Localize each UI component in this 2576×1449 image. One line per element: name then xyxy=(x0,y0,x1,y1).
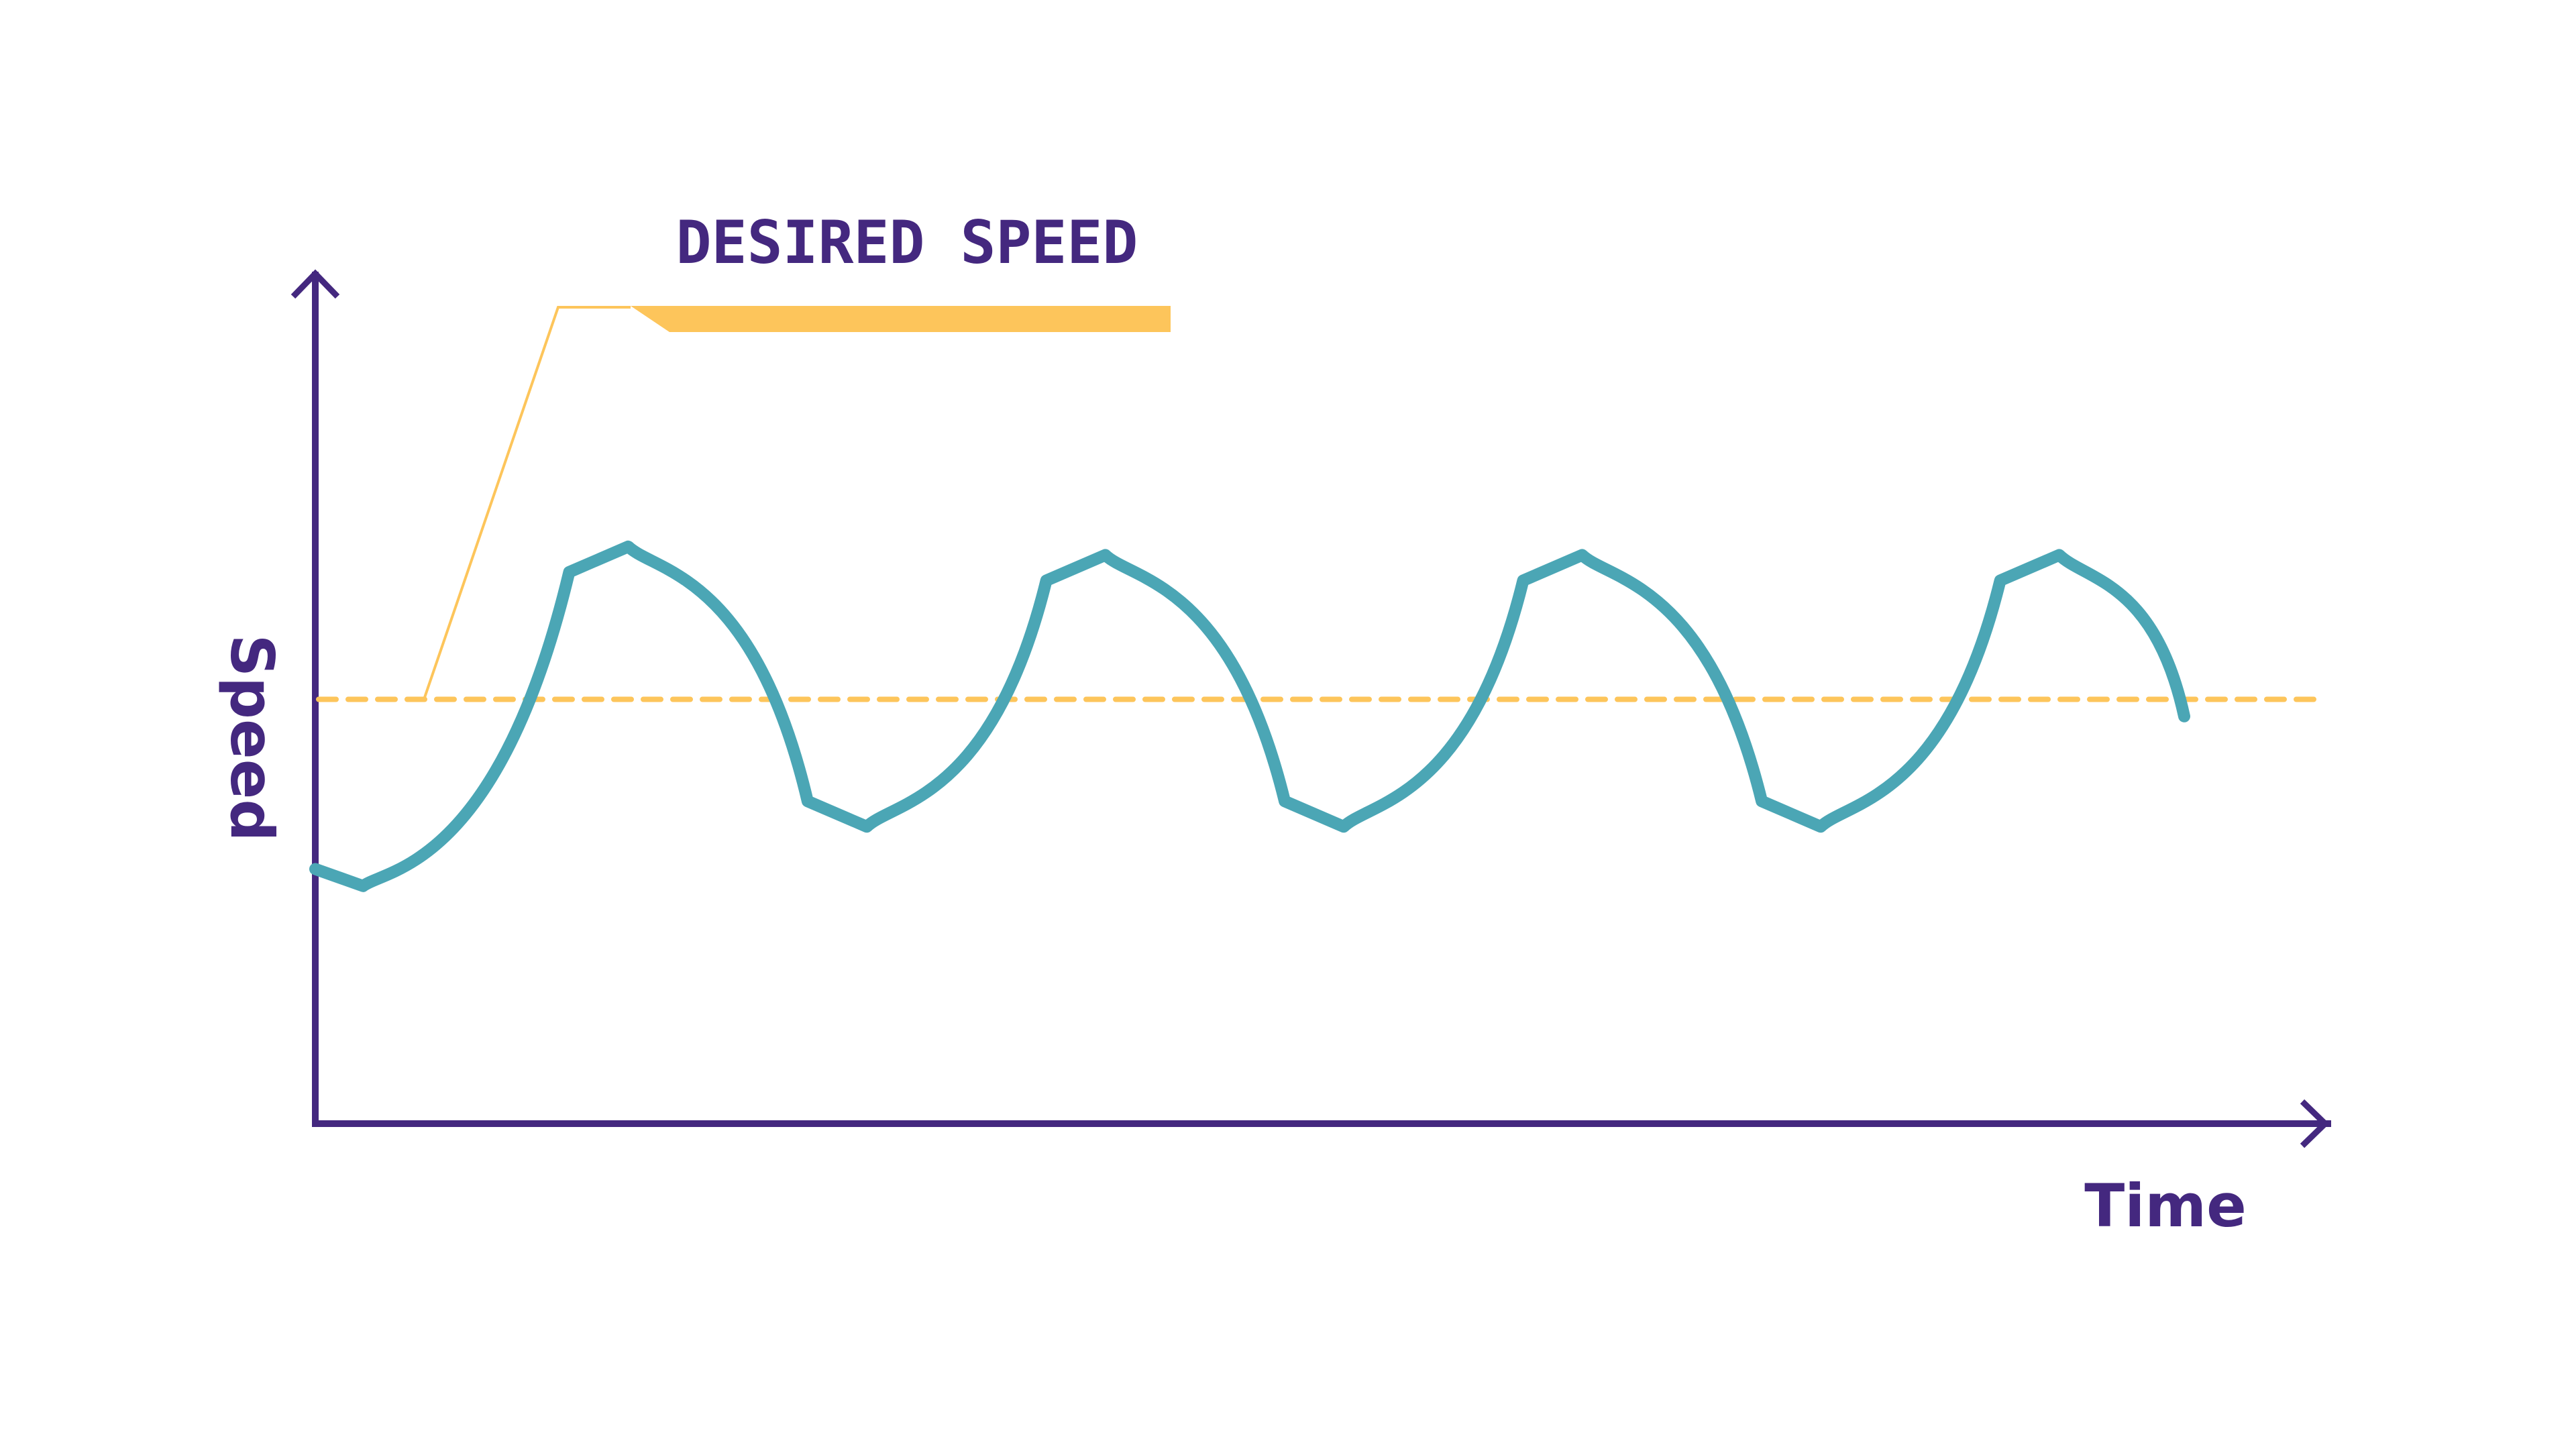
x-axis-label: Time xyxy=(2084,1171,2247,1240)
y-axis-label: Speed xyxy=(217,635,286,842)
axes xyxy=(290,269,2331,1148)
series-layer xyxy=(309,540,2190,892)
x-axis-arrowhead xyxy=(2300,1099,2330,1148)
desired-speed-layer xyxy=(316,306,2320,702)
desired-speed-leader-line xyxy=(423,306,631,700)
actual-speed-series-line xyxy=(309,540,2190,892)
desired-speed-label: DESIRED SPEED xyxy=(676,208,1138,277)
y-axis-arrowhead xyxy=(290,269,340,299)
desired-speed-callout-bar xyxy=(631,306,1171,332)
